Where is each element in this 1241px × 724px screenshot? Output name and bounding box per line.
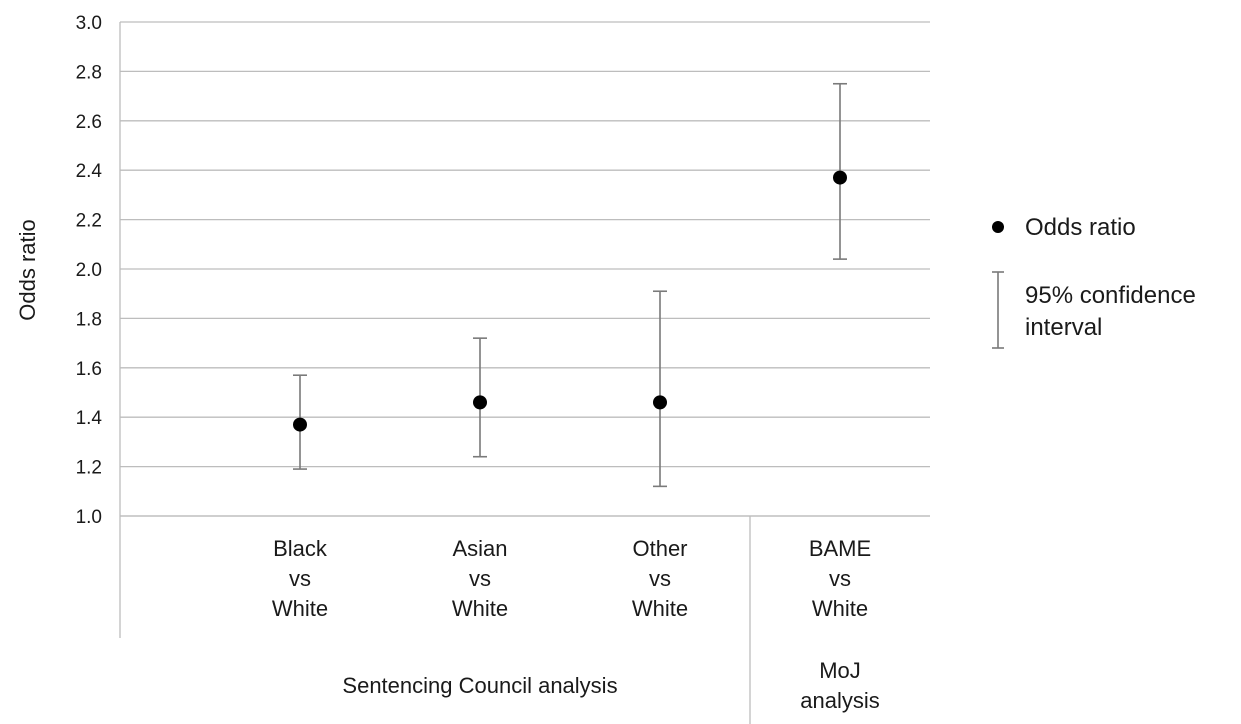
x-group-label: analysis — [800, 688, 879, 713]
x-category-label: White — [632, 596, 688, 621]
y-axis-label: Odds ratio — [15, 219, 40, 321]
legend-interval-label: interval — [1025, 314, 1102, 341]
legend-point-label: Odds ratio — [1025, 214, 1136, 241]
x-category-label: vs — [469, 566, 491, 591]
gridlines — [120, 21, 930, 517]
legend: Odds ratio 95% confidence interval — [992, 214, 1196, 349]
x-category-label: vs — [829, 566, 851, 591]
odds-ratio-point — [653, 395, 667, 410]
x-axis — [119, 22, 930, 724]
x-category-label: White — [272, 596, 328, 621]
x-category-label: vs — [649, 566, 671, 591]
data-marks — [293, 82, 847, 488]
x-category-label: Asian — [452, 536, 507, 561]
y-tick-label: 1.2 — [76, 458, 102, 479]
odds-ratio-point — [833, 170, 847, 185]
y-tick-label: 2.4 — [76, 161, 103, 182]
x-category-label: vs — [289, 566, 311, 591]
x-axis-group-labels: Sentencing Council analysis MoJ analysis — [342, 658, 879, 713]
x-group-label: MoJ — [819, 658, 861, 683]
y-tick-label: 2.6 — [76, 112, 102, 133]
legend-point-marker — [992, 221, 1004, 233]
x-category-label: Black — [273, 536, 328, 561]
x-category-label: White — [812, 596, 868, 621]
y-axis-ticks: 1.0 1.2 1.4 1.6 1.8 2.0 2.2 2.4 2.6 2.8 3.0 — [76, 13, 103, 528]
x-category-label: BAME — [809, 536, 871, 561]
y-tick-label: 2.0 — [76, 260, 102, 281]
y-tick-label: 3.0 — [76, 13, 102, 34]
y-tick-label: 1.8 — [76, 309, 102, 330]
y-tick-label: 2.8 — [76, 62, 102, 83]
odds-ratio-point — [473, 395, 487, 410]
x-category-label: Other — [632, 536, 687, 561]
y-tick-label: 1.6 — [76, 359, 102, 380]
x-group-label: Sentencing Council analysis — [342, 673, 617, 698]
legend-interval-label: 95% confidence — [1025, 282, 1196, 309]
x-axis-category-labels: Black vs White Asian vs White Other vs White BAME… — [272, 536, 871, 621]
y-tick-label: 1.0 — [76, 507, 102, 528]
x-category-label: White — [452, 596, 508, 621]
odds-ratio-point — [293, 417, 307, 432]
y-tick-label: 2.2 — [76, 211, 102, 232]
y-tick-label: 1.4 — [76, 408, 103, 429]
